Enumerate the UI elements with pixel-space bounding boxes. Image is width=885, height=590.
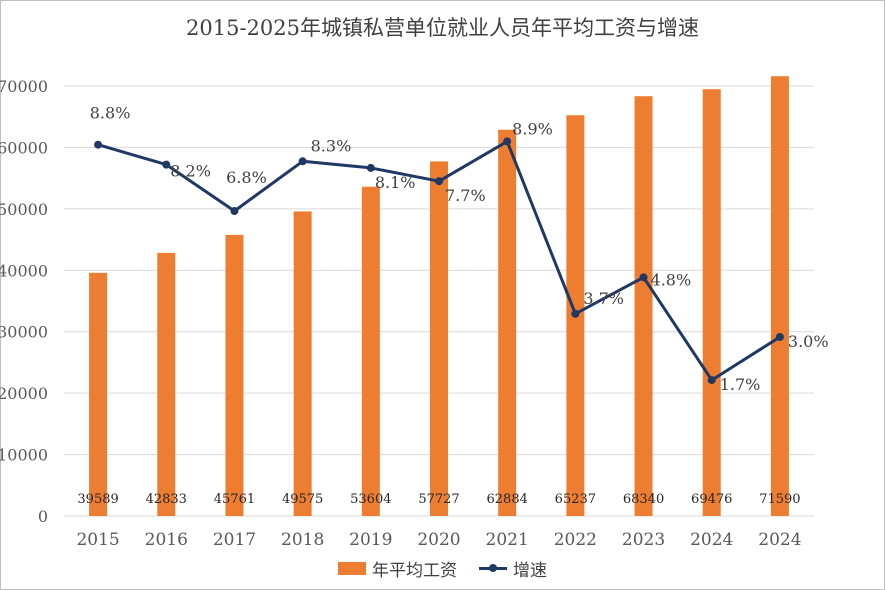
growth-point: [366, 163, 375, 172]
bar: [89, 272, 108, 516]
growth-point: [639, 273, 648, 282]
y-tick-label: 70000: [0, 77, 48, 96]
legend-label-growth: 增速: [513, 561, 547, 581]
legend-swatch-line: [479, 562, 507, 575]
chart-title: 2015-2025年城镇私营单位就业人员年平均工资与增速: [186, 16, 699, 40]
bar: [430, 161, 448, 516]
y-tick-label: 60000: [0, 138, 48, 157]
x-tick-label: 2019: [349, 530, 392, 550]
y-tick-label: 0: [38, 507, 48, 526]
x-tick-label: 2024: [758, 530, 801, 550]
x-tick-label: 2020: [417, 530, 460, 550]
bar-value-label: 45761: [214, 492, 255, 507]
x-tick-label: 2015: [76, 530, 119, 550]
bar-value-label: 49575: [282, 492, 323, 507]
legend-swatch-bar: [338, 562, 366, 575]
growth-data-label: 7.7%: [445, 186, 486, 205]
growth-data-label: 8.1%: [375, 173, 416, 192]
growth-data-label: 3.0%: [788, 332, 829, 351]
bar-value-label: 39589: [77, 492, 118, 507]
bar: [157, 252, 176, 516]
growth-point: [503, 137, 512, 146]
growth-data-label: 8.3%: [311, 136, 352, 155]
growth-point: [298, 157, 307, 166]
x-tick-label: 2021: [486, 530, 529, 550]
x-tick-label: 2017: [213, 530, 256, 550]
growth-point: [94, 140, 103, 149]
bar-value-label: 62884: [487, 492, 528, 507]
bar-value-label: 57727: [418, 492, 459, 507]
x-tick-label: 2024: [690, 530, 733, 550]
bar: [361, 186, 380, 516]
bar-value-label: 68340: [623, 492, 664, 507]
x-tick-label: 2022: [554, 530, 597, 550]
growth-data-label: 8.9%: [512, 119, 553, 138]
growth-data-label: 4.8%: [651, 270, 692, 289]
x-tick-label: 2016: [145, 530, 188, 550]
bar-value-label: 65237: [555, 492, 596, 507]
y-tick-label: 20000: [0, 384, 48, 403]
bar-value-label: 69476: [691, 492, 732, 507]
legend-item-growth: 增速: [479, 556, 547, 581]
growth-data-label: 8.2%: [170, 162, 211, 181]
y-tick-label: 40000: [0, 261, 48, 280]
y-tick-label: 10000: [0, 446, 48, 465]
bar: [498, 129, 517, 516]
bar: [634, 96, 653, 516]
y-tick-label: 30000: [0, 323, 48, 342]
legend: 年平均工资 增速: [0, 556, 885, 581]
y-tick-label: 50000: [0, 200, 48, 219]
bar: [293, 211, 312, 517]
growth-point: [571, 309, 580, 318]
growth-point: [435, 177, 443, 186]
growth-point: [162, 160, 171, 169]
growth-data-label: 6.8%: [226, 168, 267, 187]
x-tick-label: 2023: [622, 530, 665, 550]
legend-item-wage: 年平均工资: [338, 556, 457, 581]
bar: [225, 234, 244, 516]
bar-value-label: 53604: [350, 492, 391, 507]
growth-data-label: 1.7%: [720, 375, 761, 394]
bar: [770, 76, 789, 517]
growth-data-label: 8.8%: [90, 104, 131, 123]
x-tick-label: 2018: [281, 530, 324, 550]
bar: [702, 89, 721, 516]
legend-label-wage: 年平均工资: [372, 561, 457, 581]
bar-value-label: 42833: [146, 492, 187, 507]
growth-data-label: 3.7%: [583, 289, 624, 308]
bar-value-label: 71590: [759, 492, 800, 507]
growth-point: [707, 376, 716, 385]
growth-point: [230, 207, 239, 216]
growth-point: [775, 332, 784, 341]
